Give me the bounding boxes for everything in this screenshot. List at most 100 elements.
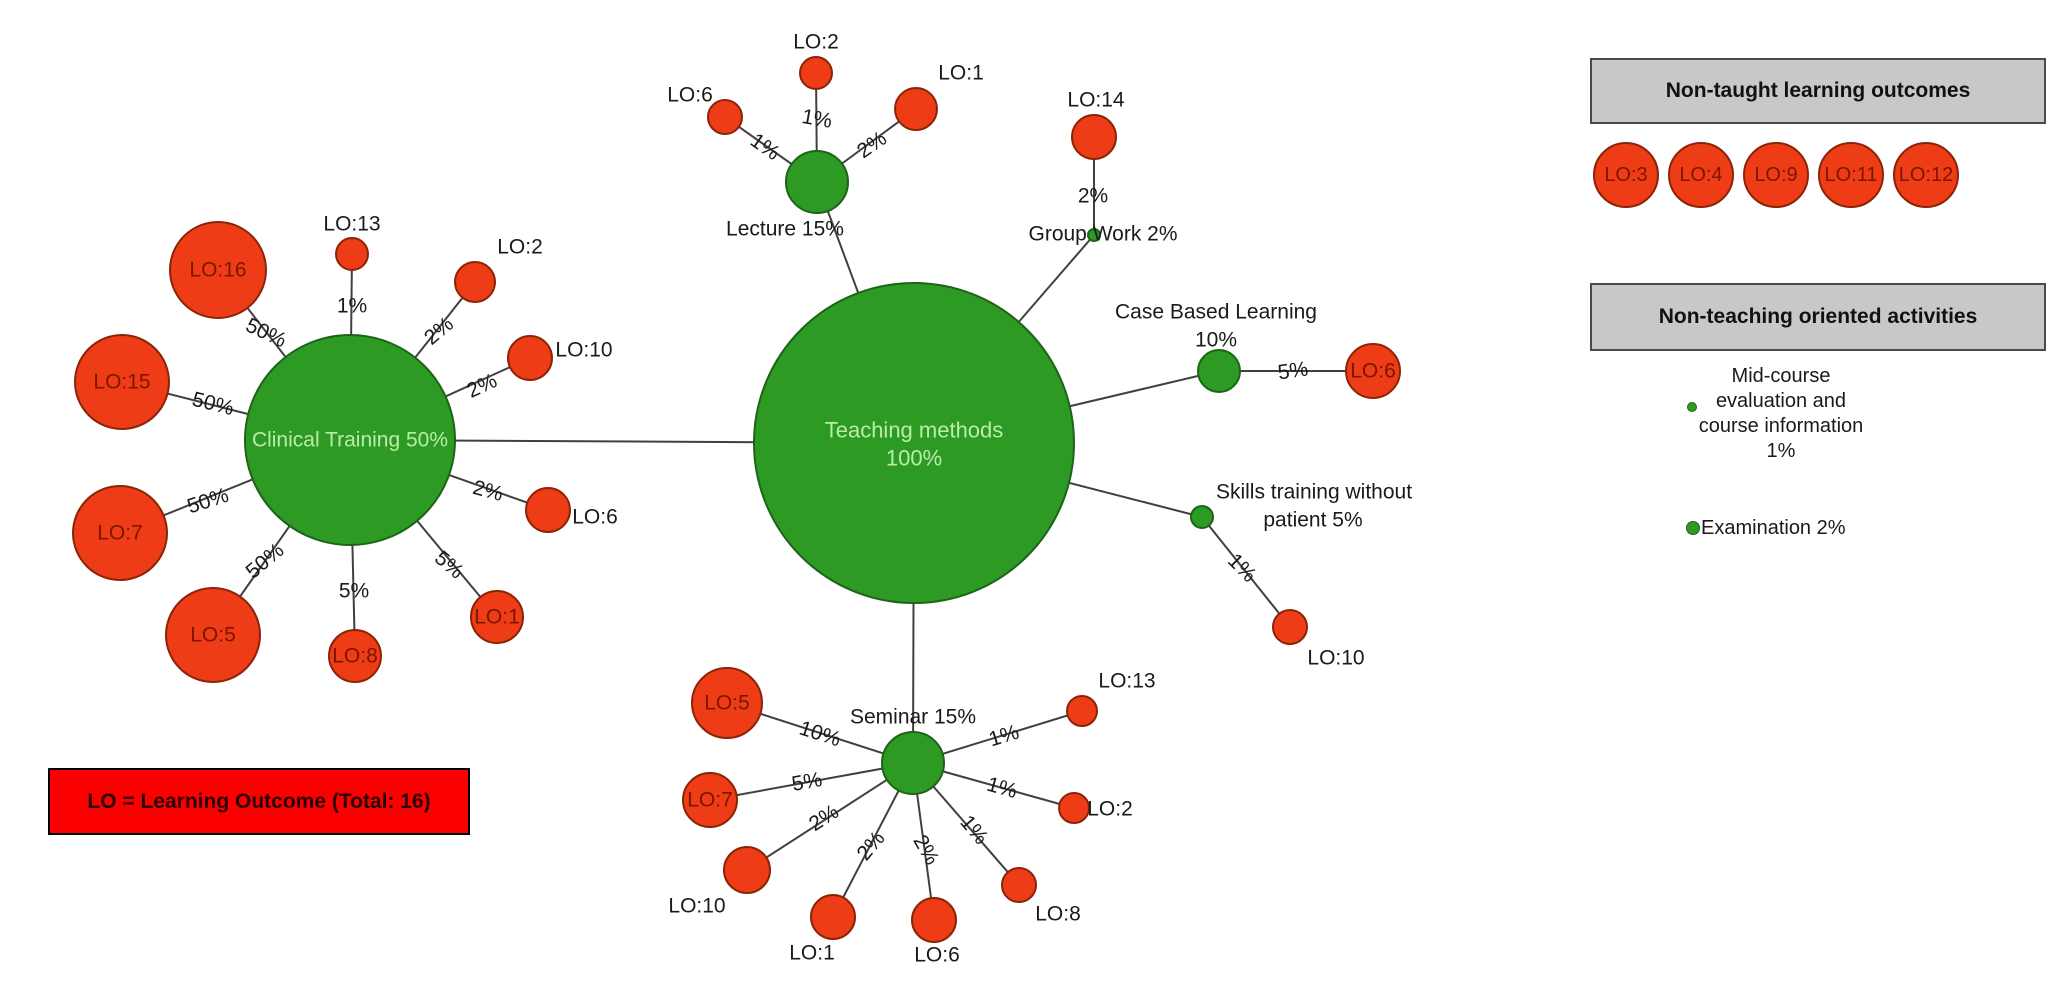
node-seminar-lo-5 xyxy=(691,667,763,739)
pct-label-seminar-lo-5: 10% xyxy=(796,717,843,752)
label-seminar-lo-10: LO:10 xyxy=(668,895,725,918)
label-seminar-lo-1: LO:1 xyxy=(789,942,835,965)
label-skills-training-without-patient-line-1: Skills training without xyxy=(1216,481,1412,504)
node-skills-training-without-patient xyxy=(1190,505,1214,529)
node-seminar-lo-2 xyxy=(1058,792,1090,824)
node-lecture-lo-6 xyxy=(707,99,743,135)
node-clinical-training-lo-2 xyxy=(454,261,496,303)
pct-label-seminar-lo-1: 2% xyxy=(852,827,889,865)
label-clinical-training-lo-10: LO:10 xyxy=(555,339,612,362)
node-clinical-training xyxy=(244,334,456,546)
node-examination-dot xyxy=(1686,521,1700,535)
legend-label: LO = Learning Outcome (Total: 16) xyxy=(87,789,431,813)
node-lecture-lo-2 xyxy=(799,56,833,90)
node-skills-training-without-patient-lo-10 xyxy=(1272,609,1308,645)
label-group-work: Group Work 2% xyxy=(1029,223,1178,246)
pct-label-seminar-lo-7: 5% xyxy=(790,768,824,796)
label-clinical-training-lo-1: LO:1 xyxy=(474,606,520,629)
node-seminar-lo-10 xyxy=(723,846,771,894)
label-seminar-lo-8: LO:8 xyxy=(1035,903,1081,926)
node-seminar-lo-13 xyxy=(1066,695,1098,727)
pct-label-clinical-training-lo-1: 5% xyxy=(430,546,468,583)
label-seminar-lo-13: LO:13 xyxy=(1098,670,1155,693)
pct-label-lecture-lo-2: 1% xyxy=(800,105,834,133)
pct-label-seminar-lo-8: 1% xyxy=(955,811,992,849)
node-seminar-lo-7 xyxy=(682,772,738,828)
node-non-taught-lo-11: LO:11 xyxy=(1818,142,1884,208)
pct-label-clinical-training-lo-8: 5% xyxy=(339,580,369,603)
node-label: LO:11 xyxy=(1824,163,1878,186)
label-lecture-lo-2: LO:2 xyxy=(793,31,839,54)
node-teaching-methods xyxy=(753,282,1075,604)
node-non-taught-lo-12: LO:12 xyxy=(1893,142,1959,208)
edge-seminar-lo-7 xyxy=(709,762,914,801)
legend-box: LO = Learning Outcome (Total: 16) xyxy=(48,768,470,835)
node-clinical-training-lo-13 xyxy=(335,237,369,271)
pct-label-group-work-lo-14: 2% xyxy=(1078,185,1108,208)
node-label: LO:9 xyxy=(1754,163,1798,186)
pct-label-clinical-training-lo-5: 50% xyxy=(242,539,289,584)
label-lecture-lo-1: LO:1 xyxy=(938,62,984,85)
pct-label-lecture-lo-6: 1% xyxy=(746,129,784,165)
non-taught-outcomes-header: Non-taught learning outcomes xyxy=(1590,58,2046,124)
pct-label-seminar-lo-6: 2% xyxy=(908,831,943,869)
node-non-taught-lo-9: LO:9 xyxy=(1743,142,1809,208)
pct-label-clinical-training-lo-13: 1% xyxy=(337,295,367,318)
node-group-work xyxy=(1087,228,1101,242)
node-label: LO:3 xyxy=(1604,163,1648,186)
non-teaching-activities-header-label: Non-teaching oriented activities xyxy=(1658,305,1978,328)
node-seminar-lo-8 xyxy=(1001,867,1037,903)
label-teaching-methods-line-2: 100% xyxy=(886,446,942,471)
node-label: LO:4 xyxy=(1679,163,1723,186)
mid-course-line-1: Mid-course xyxy=(1731,365,1831,387)
label-clinical-training-lo-6: LO:6 xyxy=(572,506,618,529)
label-case-based-learning-lo-6: LO:6 xyxy=(1350,360,1396,383)
label-clinical-training: Clinical Training 50% xyxy=(252,429,448,452)
label-skills-training-without-patient-lo-10: LO:10 xyxy=(1307,647,1364,670)
label-clinical-training-lo-5: LO:5 xyxy=(190,624,236,647)
label-clinical-training-lo-8: LO:8 xyxy=(332,645,378,668)
label-clinical-training-lo-7: LO:7 xyxy=(97,522,143,545)
label-seminar-lo-5: LO:5 xyxy=(704,692,750,715)
node-seminar xyxy=(881,731,945,795)
node-clinical-training-lo-7 xyxy=(72,485,168,581)
node-mid-course-evaluation-dot xyxy=(1687,402,1697,412)
node-clinical-training-lo-15 xyxy=(74,334,170,430)
node-label: LO:12 xyxy=(1898,163,1954,186)
label-clinical-training-lo-15: LO:15 xyxy=(93,371,150,394)
non-teaching-activities-header: Non-teaching oriented activities xyxy=(1590,283,2046,351)
node-case-based-learning xyxy=(1197,349,1241,393)
node-seminar-lo-1 xyxy=(810,894,856,940)
label-seminar-lo-7: LO:7 xyxy=(687,789,733,812)
examination-label: Examination 2% xyxy=(1701,517,1846,539)
pct-label-seminar-lo-13: 1% xyxy=(986,721,1022,752)
node-group-work-lo-14 xyxy=(1071,114,1117,160)
label-seminar-lo-2: LO:2 xyxy=(1087,798,1133,821)
label-lecture: Lecture 15% xyxy=(726,218,844,241)
label-seminar-lo-6: LO:6 xyxy=(914,944,960,967)
node-non-taught-lo-4: LO:4 xyxy=(1668,142,1734,208)
mid-course-line-2: evaluation and xyxy=(1715,390,1847,412)
pct-label-clinical-training-lo-15: 50% xyxy=(190,388,236,420)
node-non-taught-lo-3: LO:3 xyxy=(1593,142,1659,208)
node-seminar-lo-6 xyxy=(911,897,957,943)
edge-seminar-lo-10 xyxy=(746,762,914,871)
pct-label-clinical-training-lo-7: 50% xyxy=(184,484,231,519)
pct-label-seminar-lo-10: 2% xyxy=(805,800,843,836)
mid-course-evaluation-label: Mid-course evaluation and course informa… xyxy=(1690,364,1872,464)
node-case-based-learning-lo-6 xyxy=(1345,343,1401,399)
node-lecture xyxy=(785,150,849,214)
pct-label-clinical-training-lo-6: 2% xyxy=(470,476,505,506)
label-seminar: Seminar 15% xyxy=(850,706,976,729)
edge-skills-training-without-patient-lo-10 xyxy=(1201,516,1291,628)
label-case-based-learning-line-2: 10% xyxy=(1195,329,1237,352)
label-clinical-training-lo-2: LO:2 xyxy=(497,236,543,259)
node-clinical-training-lo-16 xyxy=(169,221,267,319)
pct-label-skills-training-without-patient-lo-10: 1% xyxy=(1223,549,1261,587)
node-clinical-training-lo-5 xyxy=(165,587,261,683)
mid-course-line-4: 1% xyxy=(1766,440,1796,462)
node-clinical-training-lo-8 xyxy=(328,629,382,683)
node-clinical-training-lo-10 xyxy=(507,335,553,381)
